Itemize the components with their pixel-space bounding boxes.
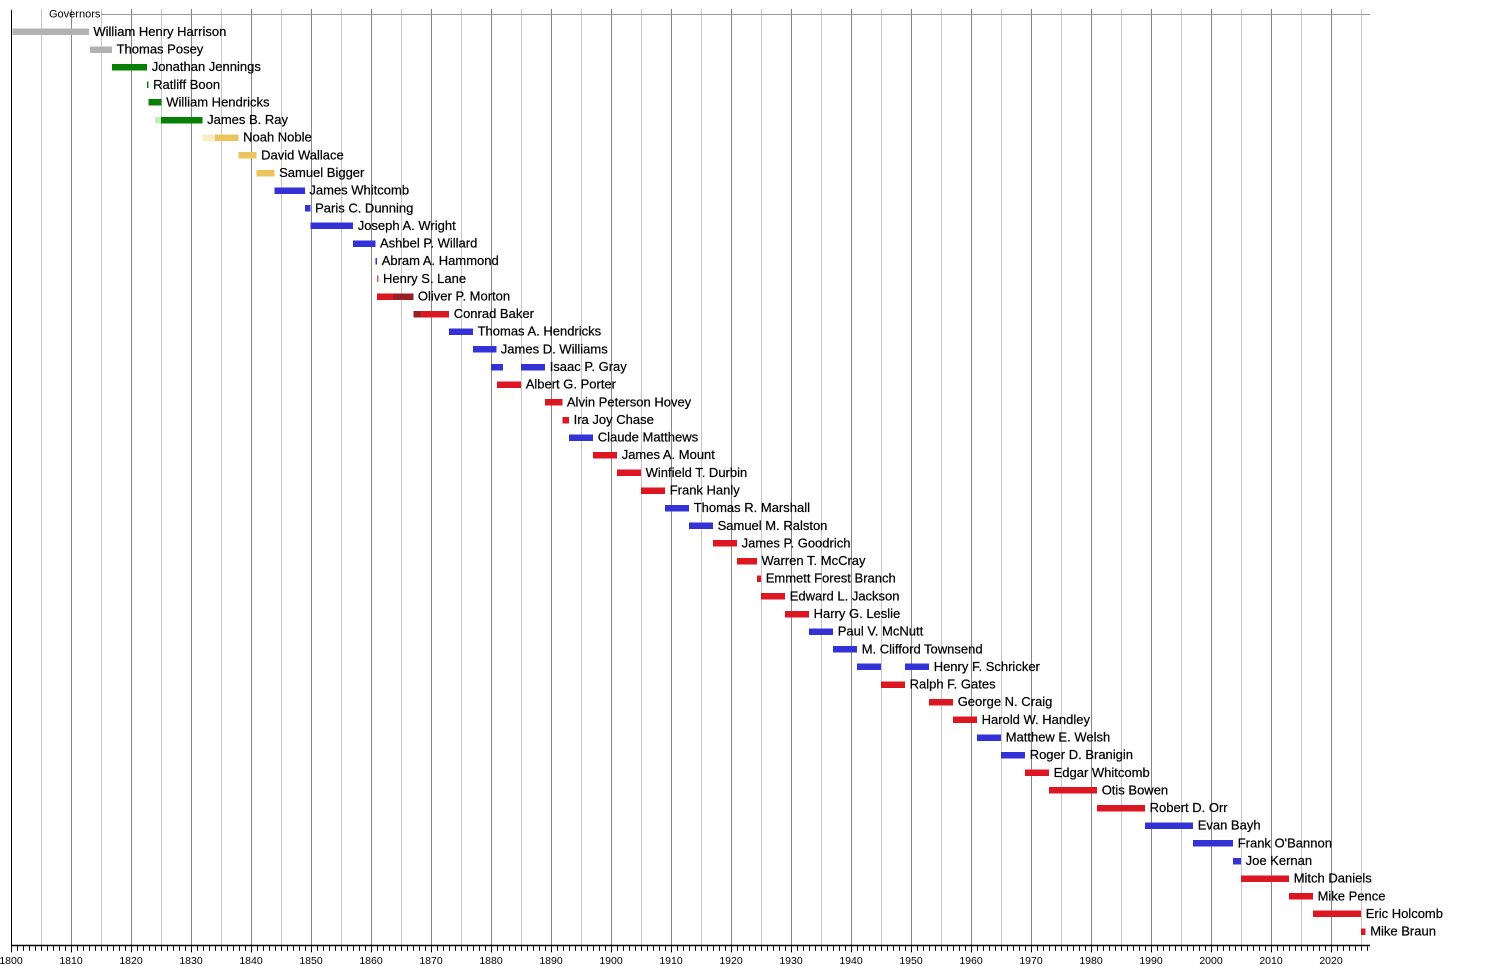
svg-text:Abram A. Hammond: Abram A. Hammond [382, 253, 499, 268]
svg-text:William Henry Harrison: William Henry Harrison [93, 24, 226, 39]
svg-text:Emmett Forest Branch: Emmett Forest Branch [766, 571, 896, 586]
svg-text:1900: 1900 [599, 955, 623, 966]
svg-text:James Whitcomb: James Whitcomb [309, 183, 409, 198]
svg-text:Conrad Baker: Conrad Baker [454, 306, 535, 321]
svg-text:Thomas A. Hendricks: Thomas A. Hendricks [478, 324, 602, 339]
svg-text:2020: 2020 [1319, 955, 1343, 966]
svg-text:Edward L. Jackson: Edward L. Jackson [790, 588, 900, 603]
svg-text:Jonathan Jennings: Jonathan Jennings [152, 59, 262, 74]
svg-text:Isaac P. Gray: Isaac P. Gray [550, 359, 628, 374]
svg-text:Mike Braun: Mike Braun [1370, 924, 1436, 939]
svg-text:Harold W. Handley: Harold W. Handley [982, 712, 1091, 727]
svg-text:1940: 1940 [839, 955, 863, 966]
svg-text:1800: 1800 [0, 955, 23, 966]
svg-text:Mitch Daniels: Mitch Daniels [1294, 871, 1373, 886]
svg-text:1880: 1880 [479, 955, 503, 966]
svg-text:Roger D. Branigin: Roger D. Branigin [1030, 747, 1133, 762]
svg-text:William Hendricks: William Hendricks [166, 94, 270, 109]
svg-text:1920: 1920 [719, 955, 743, 966]
svg-text:David Wallace: David Wallace [261, 147, 344, 162]
svg-text:Robert D. Orr: Robert D. Orr [1150, 800, 1229, 815]
svg-text:Noah Noble: Noah Noble [243, 130, 312, 145]
svg-text:Frank O'Bannon: Frank O'Bannon [1238, 835, 1332, 850]
svg-text:1980: 1980 [1079, 955, 1103, 966]
svg-text:1840: 1840 [239, 955, 263, 966]
svg-text:Harry G. Leslie: Harry G. Leslie [814, 606, 901, 621]
svg-text:Albert G. Porter: Albert G. Porter [526, 377, 617, 392]
svg-text:Samuel M. Ralston: Samuel M. Ralston [718, 518, 828, 533]
svg-text:Matthew E. Welsh: Matthew E. Welsh [1006, 730, 1111, 745]
svg-text:2000: 2000 [1199, 955, 1223, 966]
svg-text:1960: 1960 [959, 955, 983, 966]
svg-text:M. Clifford Townsend: M. Clifford Townsend [862, 641, 983, 656]
svg-text:Edgar Whitcomb: Edgar Whitcomb [1054, 765, 1150, 780]
svg-text:Mike Pence: Mike Pence [1318, 888, 1386, 903]
svg-text:Alvin Peterson Hovey: Alvin Peterson Hovey [567, 394, 692, 409]
svg-text:James D. Williams: James D. Williams [501, 341, 608, 356]
svg-text:George N. Craig: George N. Craig [958, 694, 1053, 709]
svg-text:1970: 1970 [1019, 955, 1043, 966]
svg-text:Joseph A. Wright: Joseph A. Wright [358, 218, 456, 233]
svg-text:Otis Bowen: Otis Bowen [1102, 782, 1168, 797]
svg-text:1810: 1810 [59, 955, 83, 966]
svg-text:James P. Goodrich: James P. Goodrich [742, 535, 851, 550]
svg-text:Warren T. McCray: Warren T. McCray [762, 553, 867, 568]
svg-text:1850: 1850 [299, 955, 323, 966]
svg-text:Joe Kernan: Joe Kernan [1246, 853, 1313, 868]
svg-text:Ratliff Boon: Ratliff Boon [153, 77, 220, 92]
svg-text:1930: 1930 [779, 955, 803, 966]
svg-text:Eric Holcomb: Eric Holcomb [1366, 906, 1443, 921]
svg-text:James B. Ray: James B. Ray [207, 112, 288, 127]
svg-text:James A. Mount: James A. Mount [622, 447, 716, 462]
svg-text:1870: 1870 [419, 955, 443, 966]
svg-text:1830: 1830 [179, 955, 203, 966]
svg-text:1890: 1890 [539, 955, 563, 966]
svg-text:Claude Matthews: Claude Matthews [598, 430, 699, 445]
svg-text:Henry F. Schricker: Henry F. Schricker [934, 659, 1041, 674]
svg-text:Samuel Bigger: Samuel Bigger [279, 165, 365, 180]
svg-text:Ira Joy Chase: Ira Joy Chase [574, 412, 654, 427]
svg-text:1990: 1990 [1139, 955, 1163, 966]
svg-text:Henry S. Lane: Henry S. Lane [383, 271, 466, 286]
svg-text:Frank Hanly: Frank Hanly [670, 483, 741, 498]
svg-text:Paris C. Dunning: Paris C. Dunning [315, 200, 413, 215]
svg-text:1860: 1860 [359, 955, 383, 966]
svg-text:1950: 1950 [899, 955, 923, 966]
svg-text:Governors: Governors [49, 9, 101, 21]
svg-text:1910: 1910 [659, 955, 683, 966]
svg-text:Thomas R. Marshall: Thomas R. Marshall [694, 500, 810, 515]
svg-text:Evan Bayh: Evan Bayh [1198, 818, 1261, 833]
svg-text:Thomas Posey: Thomas Posey [117, 42, 204, 57]
svg-text:2010: 2010 [1259, 955, 1283, 966]
svg-text:Ralph F. Gates: Ralph F. Gates [910, 677, 996, 692]
svg-text:Winfield T. Durbin: Winfield T. Durbin [646, 465, 748, 480]
svg-text:Paul V. McNutt: Paul V. McNutt [838, 624, 924, 639]
svg-text:1820: 1820 [119, 955, 143, 966]
svg-text:Ashbel P. Willard: Ashbel P. Willard [380, 236, 477, 251]
svg-text:Oliver P. Morton: Oliver P. Morton [418, 289, 510, 304]
